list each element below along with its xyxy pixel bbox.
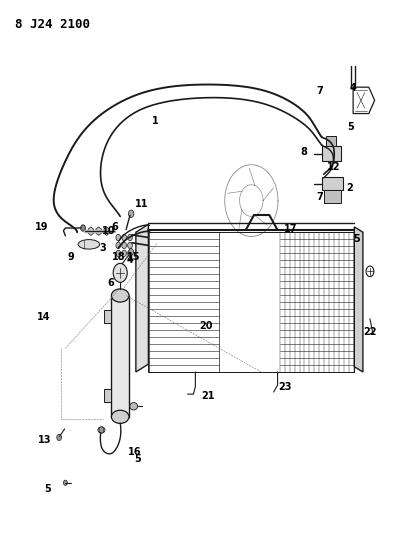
Text: 1: 1 bbox=[152, 116, 159, 126]
Ellipse shape bbox=[112, 289, 129, 302]
Text: 4: 4 bbox=[127, 255, 133, 265]
Text: 13: 13 bbox=[38, 434, 52, 445]
Text: 5: 5 bbox=[354, 234, 360, 244]
Polygon shape bbox=[112, 295, 129, 417]
Polygon shape bbox=[322, 177, 343, 190]
Ellipse shape bbox=[98, 427, 105, 433]
Text: 6: 6 bbox=[107, 278, 114, 288]
Circle shape bbox=[128, 242, 132, 248]
Circle shape bbox=[116, 235, 121, 241]
Text: 7: 7 bbox=[316, 86, 323, 96]
Ellipse shape bbox=[130, 402, 138, 410]
Circle shape bbox=[81, 225, 85, 231]
Ellipse shape bbox=[112, 410, 129, 423]
Polygon shape bbox=[322, 146, 341, 161]
Text: 8: 8 bbox=[300, 147, 307, 157]
Ellipse shape bbox=[78, 240, 100, 249]
Text: 17: 17 bbox=[284, 223, 297, 233]
Text: 7: 7 bbox=[316, 192, 323, 202]
Text: 14: 14 bbox=[37, 312, 51, 321]
Text: 23: 23 bbox=[278, 382, 291, 392]
Circle shape bbox=[116, 250, 121, 256]
Polygon shape bbox=[104, 390, 112, 402]
Text: 12: 12 bbox=[327, 163, 340, 172]
Text: 5: 5 bbox=[135, 454, 141, 464]
Circle shape bbox=[99, 427, 104, 433]
Text: 11: 11 bbox=[135, 199, 148, 209]
Polygon shape bbox=[136, 224, 148, 372]
Circle shape bbox=[128, 235, 132, 241]
Circle shape bbox=[122, 242, 127, 248]
Text: 5: 5 bbox=[347, 122, 354, 132]
Circle shape bbox=[116, 242, 121, 248]
Text: 15: 15 bbox=[127, 252, 141, 262]
Text: 22: 22 bbox=[363, 327, 377, 337]
Circle shape bbox=[113, 263, 127, 282]
Circle shape bbox=[64, 480, 67, 486]
Circle shape bbox=[122, 250, 127, 256]
Circle shape bbox=[129, 210, 134, 217]
Text: 4: 4 bbox=[350, 83, 357, 93]
Text: 2: 2 bbox=[346, 183, 353, 193]
Text: 16: 16 bbox=[128, 447, 142, 457]
Text: 5: 5 bbox=[44, 484, 51, 494]
Circle shape bbox=[57, 434, 62, 441]
Text: 6: 6 bbox=[111, 222, 118, 232]
Circle shape bbox=[122, 235, 127, 241]
Text: 9: 9 bbox=[68, 252, 75, 262]
Text: 18: 18 bbox=[112, 252, 125, 262]
Text: 10: 10 bbox=[102, 225, 115, 236]
Text: 8 J24 2100: 8 J24 2100 bbox=[15, 18, 89, 30]
Text: 19: 19 bbox=[35, 222, 49, 232]
Circle shape bbox=[128, 250, 132, 256]
Text: 20: 20 bbox=[200, 320, 213, 330]
Text: 3: 3 bbox=[99, 243, 106, 253]
Circle shape bbox=[129, 248, 133, 255]
Text: 21: 21 bbox=[202, 391, 215, 401]
Polygon shape bbox=[354, 227, 363, 372]
Polygon shape bbox=[326, 136, 335, 146]
Polygon shape bbox=[324, 190, 341, 203]
Polygon shape bbox=[104, 310, 112, 323]
